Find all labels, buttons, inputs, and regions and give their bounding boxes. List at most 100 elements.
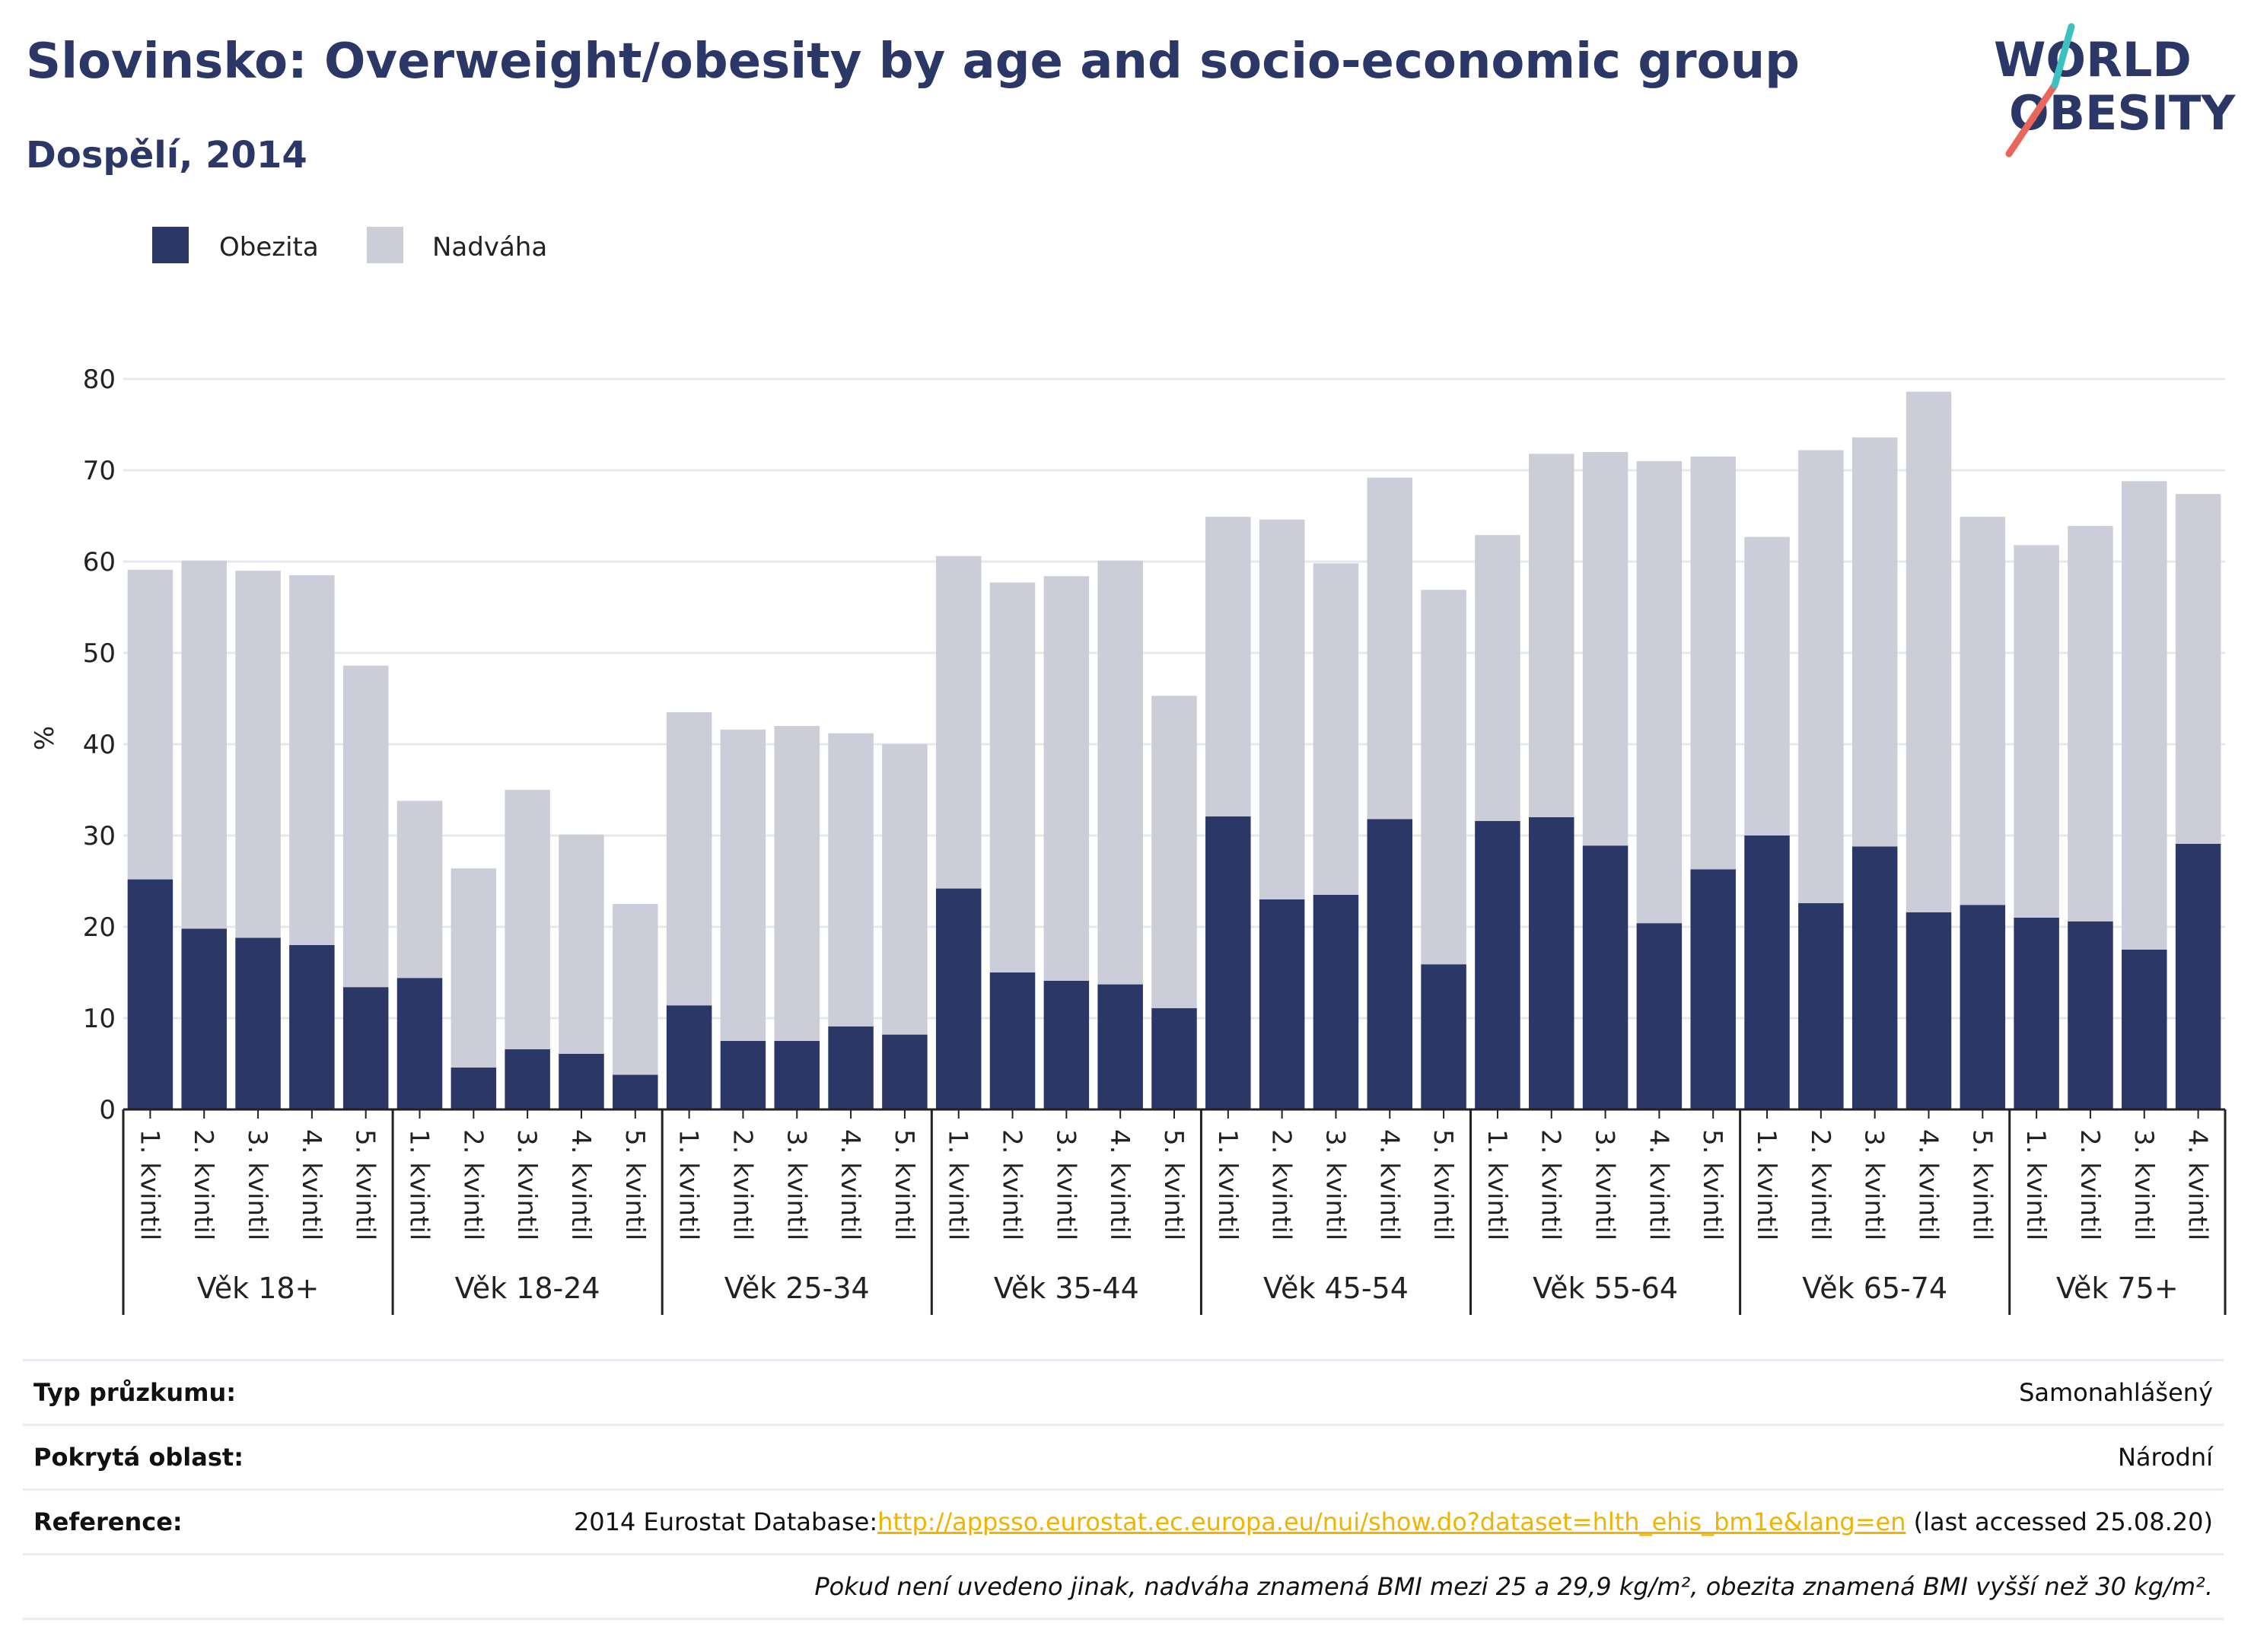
survey-type-value: Samonahlášený (2019, 1378, 2213, 1407)
info-row-survey-type: Typ průzkumu: Samonahlášený (23, 1359, 2224, 1424)
logo-slash-teal (2051, 23, 2075, 89)
x-tick-label: 4. kvintil (296, 1129, 326, 1240)
bar-nadvaha (342, 665, 389, 988)
bar-nadvaha (2175, 494, 2221, 844)
bar-nadvaha (1528, 454, 1574, 817)
bar-obezita (181, 928, 227, 1109)
bar-obezita (1528, 817, 1574, 1109)
bar-nadvaha (613, 904, 658, 1075)
bar-obezita (1851, 846, 1898, 1109)
bar-obezita (235, 937, 281, 1109)
bar-obezita (989, 972, 1036, 1109)
x-tick-label: 1. kvintil (1482, 1129, 1512, 1240)
logo-slash-red (2005, 81, 2058, 158)
bar-obezita (774, 1041, 820, 1109)
group-label: Věk 65-74 (1802, 1272, 1947, 1305)
info-row-reference: Reference: 2014 Eurostat Database:http:/… (23, 1488, 2224, 1553)
x-tick-label: 3. kvintil (781, 1129, 811, 1240)
y-axis-label: % (30, 726, 60, 750)
x-tick-label: 4. kvintil (1912, 1129, 1943, 1240)
bar-obezita (720, 1041, 766, 1109)
bar-obezita (828, 1026, 874, 1109)
x-tick-label: 1. kvintil (2020, 1129, 2051, 1240)
legend-swatch-nadvaha (367, 227, 403, 263)
bar-nadvaha (505, 790, 550, 1049)
bar-obezita (882, 1034, 928, 1109)
reference-prefix: 2014 Eurostat Database: (573, 1507, 878, 1536)
x-tick-label: 2. kvintil (997, 1129, 1027, 1240)
x-tick-label: 4. kvintil (2183, 1129, 2213, 1240)
x-tick-label: 3. kvintil (1050, 1129, 1081, 1240)
x-tick-label: 4. kvintil (565, 1129, 596, 1240)
y-tick-label: 60 (83, 547, 116, 578)
y-tick-label: 70 (83, 456, 116, 486)
group-label: Věk 55-64 (1533, 1272, 1678, 1305)
bar-nadvaha (181, 560, 227, 929)
x-tick-label: 5. kvintil (889, 1129, 919, 1240)
bars (127, 391, 2221, 1109)
bar-obezita (1582, 845, 1629, 1109)
y-tick-label: 10 (83, 1004, 116, 1034)
y-tick-label: 30 (83, 821, 116, 851)
reference-label: Reference: (33, 1507, 183, 1536)
bar-obezita (1690, 869, 1736, 1109)
reference-suffix: (last accessed 25.08.20) (1906, 1507, 2213, 1536)
bar-obezita (1960, 905, 2006, 1109)
bar-nadvaha (1259, 519, 1305, 899)
bar-nadvaha (127, 569, 174, 880)
x-tick-label: 2. kvintil (457, 1129, 488, 1240)
page-title: Slovinsko: Overweight/obesity by age and… (26, 33, 1800, 90)
x-tick-label: 1. kvintil (404, 1129, 435, 1240)
x-tick-label: 1. kvintil (943, 1129, 973, 1240)
page-subtitle: Dospělí, 2014 (26, 134, 307, 177)
x-tick-label: 4. kvintil (835, 1129, 865, 1240)
bar-obezita (2068, 921, 2113, 1109)
x-tick-label: 4. kvintil (1643, 1129, 1673, 1240)
coverage-label: Pokrytá oblast: (33, 1443, 244, 1472)
x-axis: 1. kvintil 2. kvintil 3. kvintil 4. kvintil… (122, 1108, 2227, 1315)
y-axis: 0 10 20 30 40 50 60 70 80 (83, 364, 116, 1125)
bar-nadvaha (396, 801, 443, 979)
group-label: Věk 18-24 (455, 1272, 600, 1305)
legend-label-nadvaha: Nadváha (432, 232, 547, 263)
bar-obezita (1475, 820, 1520, 1109)
stacked-bar-chart: Obezita Nadváha 0 10 20 30 40 50 60 70 80 % 1. k… (30, 227, 2227, 1315)
world-obesity-logo: WORLD OBESITY (1994, 23, 2236, 158)
y-tick-label: 20 (83, 912, 116, 943)
x-tick-label: 5. kvintil (619, 1129, 650, 1240)
bar-obezita (2122, 950, 2167, 1109)
group-label: Věk 25-34 (724, 1272, 870, 1305)
x-tick-label: 2. kvintil (1266, 1129, 1297, 1240)
x-tick-label: 1. kvintil (1751, 1129, 1781, 1240)
bar-nadvaha (2122, 481, 2167, 950)
bar-nadvaha (882, 744, 928, 1035)
x-tick-label: 5. kvintil (350, 1129, 380, 1240)
bar-nadvaha (1151, 695, 1197, 1008)
x-tick-label: 5. kvintil (1697, 1129, 1727, 1240)
bar-nadvaha (1798, 450, 1844, 903)
bar-nadvaha (1582, 452, 1629, 846)
y-tick-label: 80 (83, 364, 116, 395)
bar-obezita (613, 1074, 658, 1109)
x-tick-label: 3. kvintil (1859, 1129, 1890, 1240)
reference-link[interactable]: http://appsso.eurostat.ec.europa.eu/nui/… (877, 1507, 1906, 1536)
bar-obezita (289, 945, 335, 1109)
x-tick-label: 1. kvintil (1212, 1129, 1243, 1240)
legend-swatch-obezita (152, 227, 189, 263)
bar-obezita (451, 1067, 497, 1109)
x-tick-label: 5. kvintil (1428, 1129, 1458, 1240)
bar-nadvaha (289, 575, 335, 945)
coverage-value: Národní (2117, 1443, 2213, 1472)
x-tick-label: 2. kvintil (1805, 1129, 1836, 1240)
bar-obezita (342, 987, 389, 1109)
bar-nadvaha (2014, 545, 2059, 918)
bar-obezita (935, 888, 982, 1109)
bar-nadvaha (1744, 536, 1790, 836)
y-tick-label: 0 (99, 1095, 116, 1125)
x-tick-label: 3. kvintil (1590, 1129, 1620, 1240)
info-row-coverage: Pokrytá oblast: Národní (23, 1424, 2224, 1488)
x-tick-label: 2. kvintil (727, 1129, 757, 1240)
bar-nadvaha (1690, 457, 1736, 870)
logo-line1: WORLD (1994, 32, 2192, 88)
group-label: Věk 45-54 (1263, 1272, 1409, 1305)
